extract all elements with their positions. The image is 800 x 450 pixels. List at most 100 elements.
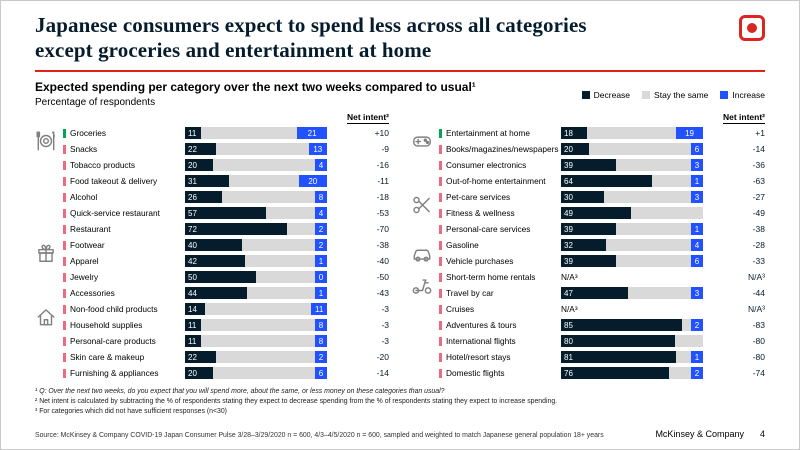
- decrease-segment: 80: [561, 335, 675, 348]
- increase-segment: 4: [315, 159, 327, 172]
- decrease-swatch: [581, 91, 590, 100]
- category-row: Vehicle purchases 39 6 -33: [439, 253, 765, 269]
- scooter-icon: [411, 274, 433, 296]
- car-icon: [411, 242, 433, 264]
- increase-segment: 1: [691, 223, 703, 236]
- stacked-bar: 57 4: [185, 207, 327, 220]
- increase-segment: 2: [315, 223, 327, 236]
- category-label: Hotel/resort stays: [446, 352, 511, 363]
- net-direction-tick: [439, 128, 442, 138]
- category-row: Food takeout & delivery 31 20 -11: [63, 173, 389, 189]
- net-direction-tick: [439, 352, 442, 362]
- stacked-bar: 20 6: [561, 143, 703, 156]
- stay-same-segment: [216, 143, 309, 156]
- panel-right-rows: Entertainment at home 18 19 +1 Books/magazin…: [412, 125, 765, 381]
- net-direction-tick: [439, 256, 442, 266]
- category-label: Short-term home rentals: [446, 272, 536, 283]
- stacked-bar: 42 1: [185, 255, 327, 268]
- stacked-bar: 40 2: [185, 239, 327, 252]
- category-row: Cruises N/A³ N/A³: [439, 301, 765, 317]
- net-direction-tick: [439, 192, 442, 202]
- net-intent-value: -50: [376, 272, 389, 283]
- net-intent-value: -16: [376, 160, 389, 171]
- net-intent-value: -33: [752, 256, 765, 267]
- decrease-segment: 20: [561, 143, 590, 156]
- na-value: N/A³: [561, 304, 578, 315]
- stay-same-segment: [676, 351, 691, 364]
- category-label: Domestic flights: [446, 368, 505, 379]
- category-label: Books/magazines/newspapers: [446, 144, 559, 155]
- stay-same-segment: [241, 239, 315, 252]
- decrease-segment: 20: [185, 159, 214, 172]
- net-direction-tick: [439, 272, 442, 282]
- net-intent-value: -3: [381, 304, 389, 315]
- decrease-segment: 11: [185, 319, 201, 332]
- net-direction-tick: [439, 224, 442, 234]
- net-intent-value: N/A³: [748, 272, 765, 283]
- category-label: Quick-service restaurant: [70, 208, 160, 219]
- increase-segment: 3: [691, 287, 703, 300]
- category-label: Personal-care services: [446, 224, 531, 235]
- stay-same-segment: [213, 367, 315, 380]
- stay-same-segment: [674, 335, 703, 348]
- net-intent-value: N/A³: [748, 304, 765, 315]
- stacked-bar: 31 20: [185, 175, 327, 188]
- decrease-segment: 50: [185, 271, 256, 284]
- net-direction-tick: [439, 336, 442, 346]
- net-direction-tick: [63, 176, 66, 186]
- net-direction-tick: [439, 176, 442, 186]
- stacked-bar: 11 8: [185, 335, 327, 348]
- increase-segment: 19: [676, 127, 703, 140]
- stacked-bar: 11 8: [185, 319, 327, 332]
- stay-same-segment: [603, 191, 691, 204]
- net-direction-tick: [439, 368, 442, 378]
- footnote-3: ³ For categories which did not have suff…: [35, 408, 227, 416]
- stay-same-segment: [589, 143, 691, 156]
- decrease-segment: 31: [185, 175, 230, 188]
- stay-same-segment: [247, 287, 315, 300]
- category-label: Apparel: [70, 256, 99, 267]
- increase-segment: 3: [691, 159, 703, 172]
- stacked-bar: 50 0: [185, 271, 327, 284]
- title-divider: [35, 70, 765, 73]
- net-direction-tick: [63, 368, 66, 378]
- page-number: 4: [759, 429, 765, 439]
- category-row: Quick-service restaurant 57 4 -53: [63, 205, 389, 221]
- category-row: Groceries 11 21 +10: [63, 125, 389, 141]
- title-line-1: Japanese consumers expect to spend less …: [35, 13, 587, 37]
- increase-segment: 2: [315, 351, 327, 364]
- japan-flag-icon: [739, 15, 765, 41]
- net-intent-value: -80: [752, 336, 765, 347]
- legend-item-increase: Increase: [720, 82, 765, 108]
- net-intent-value: -80: [752, 352, 765, 363]
- stay-same-segment: [287, 223, 315, 236]
- net-direction-tick: [63, 208, 66, 218]
- stacked-bar: 22 13: [185, 143, 327, 156]
- category-label: Jewelry: [70, 272, 99, 283]
- category-label: Fitness & wellness: [446, 208, 515, 219]
- category-row: Fitness & wellness 49 -49: [439, 205, 765, 221]
- net-intent-value: -28: [752, 240, 765, 251]
- stay-same-segment: [200, 127, 298, 140]
- chart-panels: Net intent² Groceries 11 21 +10 Snacks 22 13 -9…: [35, 112, 765, 381]
- increase-segment: 2: [315, 239, 327, 252]
- net-intent-value: -14: [752, 144, 765, 155]
- net-intent-value: -38: [752, 224, 765, 235]
- net-intent-value: -40: [376, 256, 389, 267]
- net-direction-tick: [63, 288, 66, 298]
- category-row: Hotel/resort stays 81 1 -80: [439, 349, 765, 365]
- category-row: Snacks 22 13 -9: [63, 141, 389, 157]
- net-direction-tick: [439, 240, 442, 250]
- category-label: Accessories: [70, 288, 115, 299]
- net-direction-tick: [63, 320, 66, 330]
- category-label: Snacks: [70, 144, 98, 155]
- category-row: Adventures & tours 85 2 -83: [439, 317, 765, 333]
- decrease-segment: 57: [185, 207, 266, 220]
- decrease-segment: 47: [561, 287, 628, 300]
- category-row: Jewelry 50 0 -50: [63, 269, 389, 285]
- increase-segment: 21: [297, 127, 327, 140]
- increase-segment: 6: [691, 255, 703, 268]
- title-line-2: except groceries and entertainment at ho…: [35, 38, 432, 63]
- stacked-bar: 72 2: [185, 223, 327, 236]
